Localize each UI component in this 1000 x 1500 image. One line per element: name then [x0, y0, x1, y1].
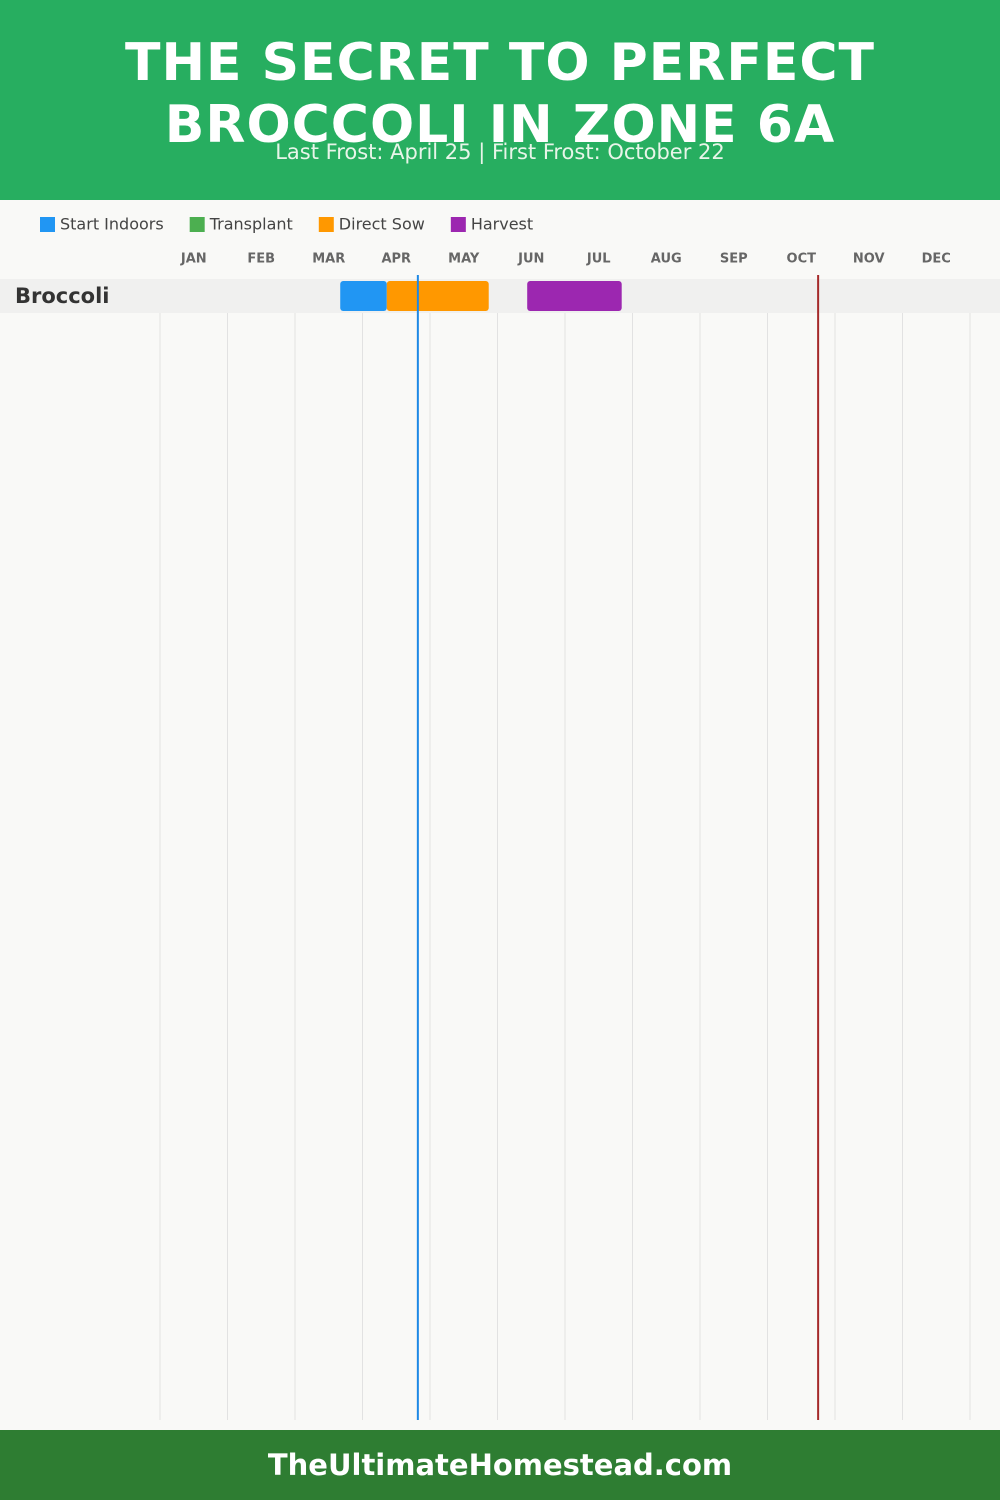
month-label: MAY	[448, 252, 480, 267]
subtitle: Last Frost: April 25 | First Frost: Octo…	[275, 140, 725, 164]
month-label: OCT	[787, 252, 817, 267]
month-label: SEP	[720, 252, 748, 267]
title: THE SECRET TO PERFECT BROCCOLI IN ZONE 6…	[124, 33, 875, 155]
phase-bar	[527, 281, 622, 311]
footer: TheUltimateHomestead.com	[0, 1430, 1000, 1500]
legend-swatch	[318, 217, 334, 232]
month-label: NOV	[853, 252, 885, 267]
row-band	[0, 279, 1000, 313]
phase-bar	[386, 281, 489, 311]
month-label: AUG	[651, 252, 682, 267]
row-label: Broccoli	[15, 284, 110, 308]
header: THE SECRET TO PERFECT BROCCOLI IN ZONE 6…	[0, 0, 1000, 200]
phase-bar	[340, 281, 387, 311]
month-label: DEC	[922, 252, 951, 267]
month-label: FEB	[247, 252, 275, 267]
month-label: APR	[381, 252, 411, 267]
legend-label: Harvest	[471, 215, 533, 234]
month-label: MAR	[312, 252, 345, 267]
legend-swatch	[450, 217, 466, 232]
legend-label: Start Indoors	[60, 215, 164, 234]
legend-label: Transplant	[209, 215, 293, 234]
month-label: JUL	[586, 252, 611, 267]
month-label: JAN	[180, 252, 207, 267]
legend-swatch	[40, 217, 55, 232]
month-label: JUN	[517, 252, 544, 267]
chart: Start Indoors Transplant Direct Sow Harvest…	[0, 215, 1000, 1420]
legend-label: Direct Sow	[339, 215, 425, 234]
legend-swatch	[189, 217, 205, 232]
